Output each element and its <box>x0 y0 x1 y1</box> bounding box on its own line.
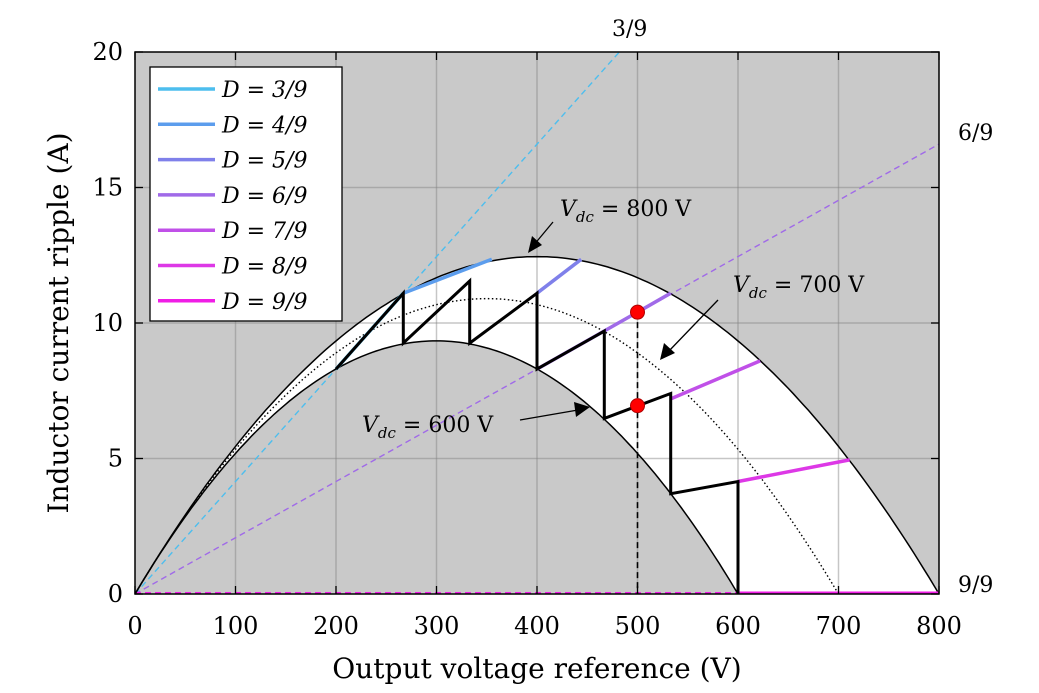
duty-segment-5 <box>670 359 761 401</box>
duty-segment-6 <box>737 458 850 484</box>
x-tick-label-300: 300 <box>414 612 460 640</box>
operating-markers <box>630 304 645 414</box>
duty-label-9-9: 9/9 <box>958 573 993 598</box>
annotation-arrow-600 <box>519 409 579 421</box>
y-tick-label-15: 15 <box>92 174 123 202</box>
annotation-arrowhead-800 <box>528 236 542 253</box>
annotation-vdc-800: Vdc = 800 V <box>560 197 692 226</box>
duty-segment-3 <box>535 257 583 295</box>
annotation-vdc-700-v: V <box>733 273 751 298</box>
annotation-vdc-700-sub: dc <box>749 284 768 302</box>
operating-point-1 <box>630 304 645 320</box>
annotation-vdc-800-sub: dc <box>576 208 595 226</box>
x-tick-label-800: 800 <box>916 612 962 640</box>
annotation-arrow-700 <box>667 299 719 353</box>
legend-label-4-9: D = 4/9 <box>221 113 307 138</box>
legend-label-9-9: D = 9/9 <box>221 290 307 315</box>
annotation-vdc-600-val: = 600 V <box>396 413 494 438</box>
y-axis-label: Inductor current ripple (A) <box>42 132 75 513</box>
annotation-vdc-800-v: V <box>560 197 578 222</box>
y-tick-label-0: 0 <box>108 580 123 608</box>
legend-label-5-9: D = 5/9 <box>221 149 307 174</box>
x-tick-label-200: 200 <box>313 612 359 640</box>
sawtooth-path <box>334 277 740 594</box>
duty-segment-2 <box>402 257 493 295</box>
annotation-vdc-800-val: = 800 V <box>594 197 692 222</box>
x-tick-label-100: 100 <box>213 612 259 640</box>
duty-label-6-9: 6/9 <box>958 121 993 146</box>
y-tick-label-5: 5 <box>108 445 123 473</box>
ripple-sawtooth <box>334 277 740 594</box>
duty-line-3-9 <box>135 52 621 594</box>
legend-label-6-9: D = 6/9 <box>221 184 307 209</box>
x-axis-label: Output voltage reference (V) <box>332 652 741 685</box>
x-tick-label-600: 600 <box>715 612 761 640</box>
annotation-vdc-600-sub: dc <box>378 424 397 442</box>
operating-point-2 <box>630 398 645 414</box>
annotation-arrowhead-700 <box>660 343 675 360</box>
y-tick-label-20: 20 <box>92 38 123 66</box>
annotation-vdc-600-v: V <box>362 413 380 438</box>
annotation-arrowhead-600 <box>574 402 590 417</box>
duty-label-3-9: 3/9 <box>612 17 647 42</box>
annotations: Vdc = 800 V Vdc = 700 V Vdc = 600 V 3/9 … <box>362 17 993 598</box>
x-tick-label-0: 0 <box>127 612 142 640</box>
legend-label-7-9: D = 7/9 <box>221 219 307 244</box>
legend: D = 3/9 D = 4/9 D = 5/9 D = 6/9 D = 7/9 D = 8… <box>149 66 343 322</box>
annotation-vdc-600: Vdc = 600 V <box>362 413 494 442</box>
legend-label-3-9: D = 3/9 <box>221 78 307 103</box>
x-tick-label-400: 400 <box>514 612 560 640</box>
annotation-vdc-700-val: = 700 V <box>767 273 865 298</box>
x-tick-label-500: 500 <box>615 612 661 640</box>
annotation-vdc-700: Vdc = 700 V <box>733 273 865 302</box>
legend-label-8-9: D = 8/9 <box>221 255 307 280</box>
x-tick-label-700: 700 <box>816 612 862 640</box>
y-tick-label-10: 10 <box>92 309 123 337</box>
axis-ticks: 0 100 200 300 400 500 600 700 800 0 5 10 15 20 <box>92 38 961 640</box>
envelope-vdc-800 <box>135 255 939 594</box>
